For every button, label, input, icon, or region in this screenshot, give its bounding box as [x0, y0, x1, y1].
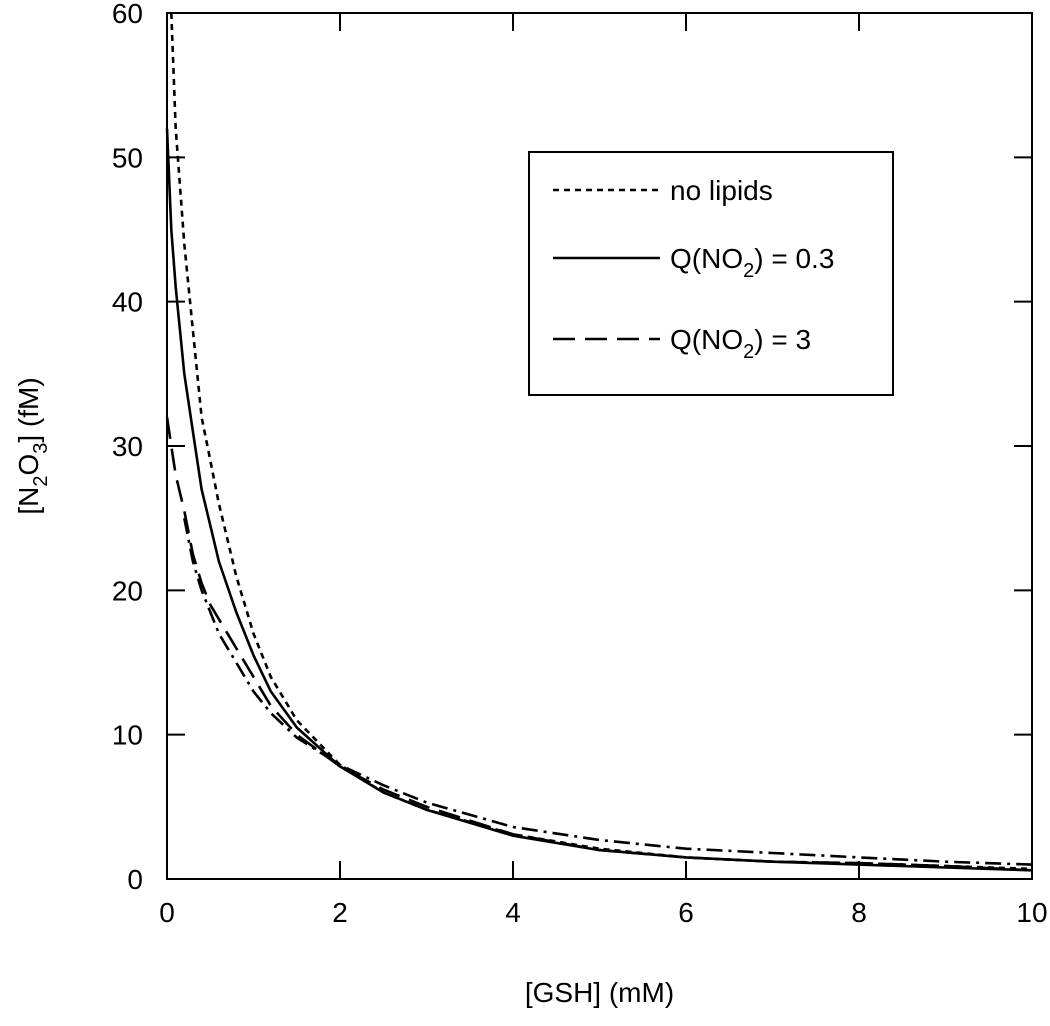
legend-label-dotted: no lipids	[670, 175, 773, 206]
y-tick-label: 10	[112, 720, 143, 751]
legend-label-dotted-part-0: no lipids	[670, 175, 773, 206]
legend-label-dashed-part-1: 2	[743, 341, 754, 363]
legend-label-solid-part-0: Q(NO	[670, 243, 743, 274]
legend-label-dashed-part-0: Q(NO	[670, 324, 743, 355]
x-tick-label: 6	[678, 897, 694, 928]
y-axis-title-part-2: O	[13, 454, 44, 476]
ticks-layer	[166, 12, 1033, 880]
x-tick-label: 2	[332, 897, 348, 928]
y-tick-label: 0	[127, 864, 143, 895]
series-line-dashdot	[183, 517, 1033, 866]
x-tick-label: 10	[1016, 897, 1047, 928]
y-tick-label: 30	[112, 431, 143, 462]
x-axis-title: [GSH] (mM)	[525, 977, 674, 1008]
legend-label-dashed: Q(NO2) = 3	[670, 324, 811, 363]
plot-frame	[166, 12, 1033, 880]
y-tick-label: 60	[112, 0, 143, 29]
y-axis-title-part-3: 3	[30, 443, 52, 454]
y-axis-title-part-0: [N	[13, 487, 44, 515]
legend-label-solid: Q(NO2) = 0.3	[670, 243, 834, 282]
y-tick-label: 40	[112, 287, 143, 318]
series-layer	[165, 12, 1033, 872]
series-line-dashed	[165, 416, 1033, 872]
y-axis-title: [N2O3] (fM)	[13, 377, 52, 514]
legend-label-solid-part-2: ) = 0.3	[754, 243, 834, 274]
legend-box	[528, 151, 894, 396]
y-tick-label: 50	[112, 142, 143, 173]
legend-label-solid-part-1: 2	[743, 260, 754, 282]
x-tick-label: 8	[851, 897, 867, 928]
y-tick-label: 20	[112, 575, 143, 606]
x-tick-label: 0	[159, 897, 175, 928]
y-axis-title-part-4: ] (fM)	[13, 377, 44, 442]
legend-label-dashed-part-2: ) = 3	[754, 324, 811, 355]
y-axis-title-part-1: 2	[30, 476, 52, 487]
x-tick-label: 4	[505, 897, 521, 928]
